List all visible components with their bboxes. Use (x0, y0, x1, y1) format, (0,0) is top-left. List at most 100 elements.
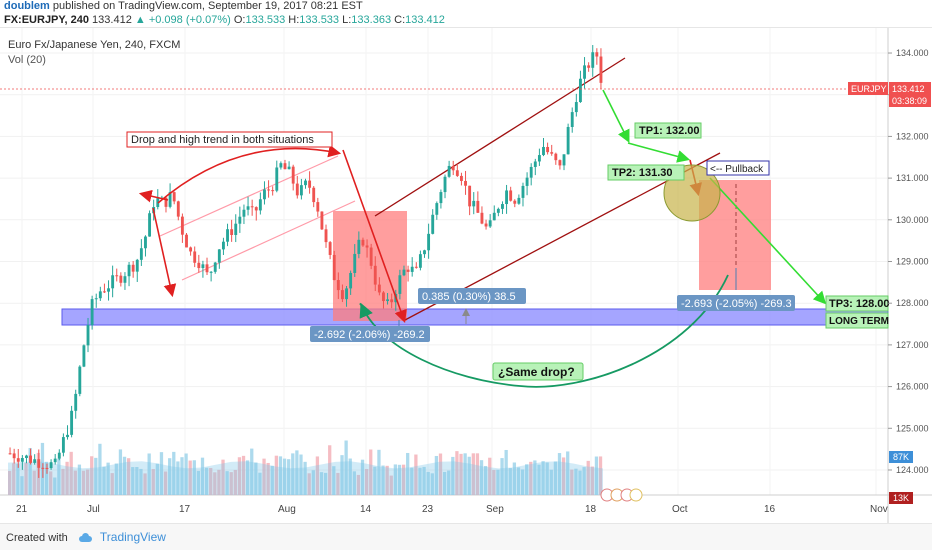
volume-bar (414, 454, 418, 495)
volume-bar (81, 470, 86, 495)
volume-bar (463, 453, 467, 495)
candle-body (25, 455, 28, 459)
volume-tag-1: 87K (893, 452, 909, 462)
candle-body (102, 291, 106, 293)
volume-bar (373, 466, 377, 495)
time-tick-label: 21 (16, 504, 28, 515)
high-value: 133.533 (299, 14, 340, 26)
measure-label-2[interactable]: 0.385 (0.30%) 38.5 (418, 288, 526, 304)
title-annotation[interactable]: Drop and high trend in both situations (126, 131, 333, 148)
volume-bar (315, 456, 320, 495)
volume-bar (590, 466, 594, 495)
volume-bar (451, 456, 455, 495)
price-axis[interactable]: 134.000133.000132.000131.000130.000129.0… (888, 48, 929, 475)
author-name[interactable]: doublem (4, 0, 50, 12)
candle-body (435, 203, 439, 215)
volume-bar (340, 455, 344, 495)
candle-body (423, 250, 426, 255)
pullback-label[interactable]: <-- Pullback (706, 160, 770, 176)
candle-body (550, 152, 554, 154)
volume-bar (270, 465, 274, 495)
candle-body (455, 170, 459, 176)
candle-body (595, 52, 599, 57)
volume-bar (348, 458, 352, 495)
volume-bar (430, 473, 434, 495)
candle-body (148, 213, 152, 237)
volume-bar (525, 464, 529, 495)
candle-body (316, 202, 320, 212)
measure-text-1: -2.692 (-2.06%) -269.2 (314, 329, 425, 341)
volume-bar (504, 449, 508, 495)
candle-body (74, 393, 78, 411)
volume-bar (32, 470, 36, 495)
candle-body (275, 167, 279, 191)
chart-area[interactable]: Euro Fx/Japanese Yen, 240, FXCM Vol (20) (0, 28, 932, 523)
candle-body (451, 165, 455, 171)
candle-body (558, 160, 562, 166)
price-tick-label: 129.000 (896, 257, 929, 267)
support-zone[interactable] (61, 308, 889, 326)
symbol-name[interactable]: FX:EURJPY, 240 (4, 14, 89, 26)
candle-body (427, 233, 431, 251)
volume-bar (377, 449, 381, 495)
volume-bar (598, 456, 603, 495)
candle-body (197, 262, 201, 269)
volume-bar (406, 452, 410, 495)
candle-body (484, 223, 488, 227)
volume-bar (344, 440, 348, 495)
volume-bar (155, 463, 160, 495)
candle-body (386, 299, 390, 302)
measure-label-1[interactable]: -2.692 (-2.06%) -269.2 (310, 326, 430, 342)
long-term-label[interactable]: LONG TERM (825, 312, 889, 329)
candle-body (299, 185, 303, 196)
candle-body (439, 192, 443, 204)
volume-bar (24, 462, 28, 495)
volume-bar (500, 458, 504, 495)
volume-bar (90, 456, 94, 495)
volume-bar (537, 464, 541, 495)
candle-body (304, 180, 307, 186)
candle-body (254, 207, 258, 211)
volume-bar (131, 467, 135, 495)
publish-header: doublem published on TradingView.com, Se… (0, 0, 932, 13)
time-tick-label: 18 (585, 504, 597, 515)
drop-range-box[interactable] (333, 211, 407, 321)
same-drop-label[interactable]: ¿Same drop? (492, 362, 584, 381)
volume-bar (553, 461, 558, 495)
tp1-label[interactable]: TP1: 132.00 (634, 122, 702, 139)
volume-bar (143, 473, 147, 495)
candle-body (139, 248, 143, 260)
candle-body (336, 280, 340, 291)
rising-channel-upper (374, 57, 626, 217)
candle-body (57, 452, 61, 459)
volume-bar (291, 453, 295, 495)
tp2-label[interactable]: TP2: 131.30 (607, 164, 685, 181)
candle-body (369, 247, 373, 266)
candle-body (115, 275, 119, 277)
time-axis[interactable]: 21 Jul 17 Aug 14 23 Sep 18 Oct 16 Nov (16, 504, 888, 515)
measure-label-3[interactable]: -2.693 (-2.05%) -269.3 (677, 295, 795, 311)
candle-body (119, 275, 123, 283)
volume-bar (410, 467, 414, 495)
volume-bar (393, 464, 398, 495)
volume-bar (274, 455, 279, 495)
price-chart[interactable]: Euro Fx/Japanese Yen, 240, FXCM Vol (20) (0, 28, 932, 523)
volume-bar (582, 467, 586, 495)
tp3-label[interactable]: TP3: 128.00 (825, 295, 890, 312)
volume-bar (122, 456, 127, 495)
candle-body (164, 197, 168, 207)
candle-body (349, 272, 353, 289)
candle-body (566, 126, 570, 155)
volume-bar (266, 462, 270, 495)
tradingview-brand[interactable]: TradingView (99, 530, 166, 544)
time-tick-label: Nov (870, 504, 888, 515)
candle-body (509, 190, 513, 201)
candle-body (189, 247, 193, 252)
measure-text-2: 0.385 (0.30%) 38.5 (422, 291, 516, 303)
candle-body (390, 299, 394, 303)
volume-bar (151, 469, 155, 495)
candle-body (546, 146, 550, 153)
event-marker-4[interactable] (629, 488, 643, 502)
price-tick-label: 128.000 (896, 298, 929, 308)
event-markers[interactable] (600, 488, 643, 502)
